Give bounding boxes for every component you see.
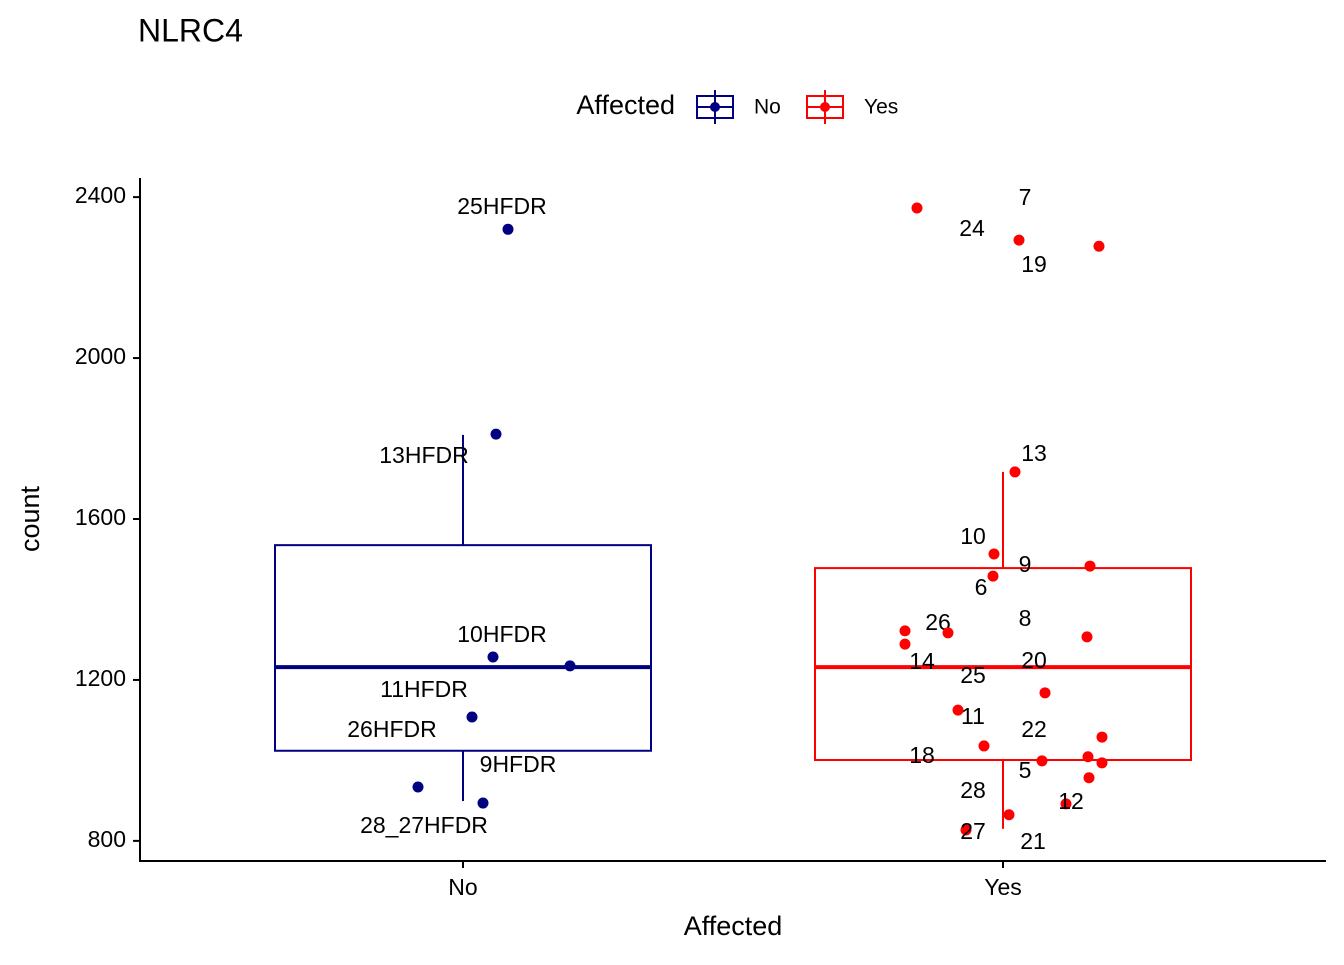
y-axis-label: count (15, 485, 45, 552)
point (1093, 240, 1105, 252)
point (899, 638, 911, 650)
point (490, 428, 502, 440)
point-label: 26HFDR (347, 716, 436, 742)
point-label: 11 (961, 703, 985, 729)
point-label: 20 (1021, 647, 1047, 673)
point-label: 11HFDR (380, 676, 468, 702)
point-label: 13 (1021, 440, 1047, 466)
y-tick-label: 1200 (75, 665, 126, 691)
point (978, 740, 990, 752)
legend-title: Affected (576, 90, 675, 120)
point (988, 548, 1000, 560)
point-label: 13HFDR (379, 442, 468, 468)
y-tick-label: 2000 (75, 343, 126, 369)
point (487, 651, 499, 663)
point-label: 19 (1021, 251, 1047, 277)
point (564, 660, 576, 672)
y-tick-label: 1600 (75, 504, 126, 530)
point-label: 10 (960, 523, 986, 549)
point (1060, 798, 1072, 810)
point (1009, 466, 1021, 478)
point (960, 824, 972, 836)
point-label: 27 (960, 818, 986, 844)
x-tick-label: Yes (984, 874, 1022, 900)
legend-label: No (754, 96, 781, 119)
point (1082, 751, 1094, 763)
legend-label: Yes (864, 96, 898, 119)
legend-key-dot (710, 102, 720, 112)
legend-key-dot (820, 102, 830, 112)
point (1003, 809, 1015, 821)
point (1013, 234, 1025, 246)
point-label: 7 (1019, 184, 1032, 210)
point-label: 9 (1019, 551, 1032, 577)
y-tick-label: 2400 (75, 182, 126, 208)
y-tick-label: 800 (88, 826, 126, 852)
point (412, 781, 424, 793)
point-label: 28 (960, 777, 986, 803)
point (477, 797, 489, 809)
point-label: 28_27HFDR (360, 812, 488, 838)
point (1083, 772, 1095, 784)
point-label: 6 (975, 574, 988, 600)
point-label: 8 (1019, 605, 1032, 631)
point-label: 21 (1020, 828, 1046, 854)
point (1096, 731, 1108, 743)
box (814, 567, 1192, 762)
point-label: 9HFDR (480, 751, 557, 777)
point-label: 24 (959, 215, 985, 241)
point (1036, 755, 1048, 767)
point (1084, 560, 1096, 572)
point (466, 711, 478, 723)
point (1039, 687, 1051, 699)
x-tick-label: No (448, 874, 477, 900)
point (942, 627, 954, 639)
point (899, 625, 911, 637)
point-label: 12 (1058, 788, 1084, 814)
point-label: 5 (1019, 757, 1032, 783)
point (911, 202, 923, 214)
point-label: 22 (1021, 716, 1047, 742)
point-label: 14 (909, 648, 935, 674)
box (274, 544, 652, 752)
point (952, 704, 964, 716)
x-axis-label: Affected (684, 911, 783, 941)
chart-title: NLRC4 (138, 12, 243, 48)
point (987, 570, 999, 582)
point (1096, 757, 1108, 769)
point-label: 25HFDR (457, 193, 546, 219)
point-label: 25 (960, 662, 986, 688)
point (502, 223, 514, 235)
point-label: 18 (909, 742, 935, 768)
point-label: 10HFDR (457, 621, 546, 647)
point (1081, 631, 1093, 643)
